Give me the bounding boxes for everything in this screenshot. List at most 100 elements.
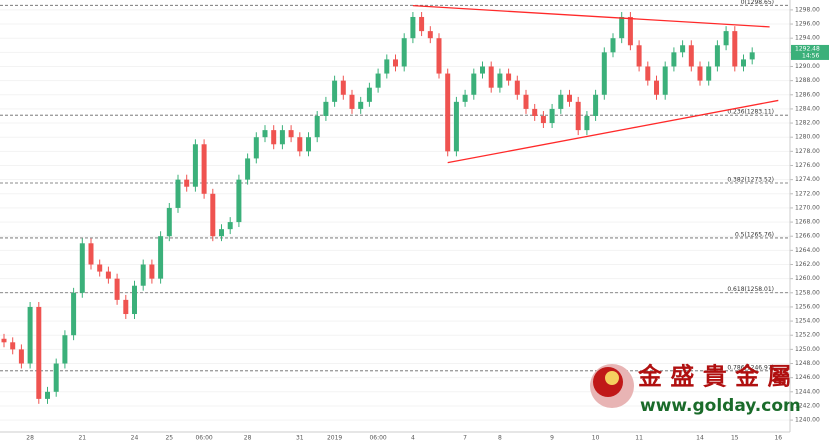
candle-body — [1, 338, 7, 343]
x-tick-label: 25 — [165, 435, 173, 442]
candle-body — [71, 292, 77, 336]
fib-label: 0.786(1246.97) — [727, 364, 774, 371]
candle-body — [393, 59, 398, 67]
candle-body — [636, 45, 642, 67]
y-tick-label: 1262.00 — [795, 261, 820, 268]
candle-body — [567, 94, 572, 102]
candle-body — [427, 31, 433, 39]
candle-body — [123, 299, 129, 315]
trendline — [447, 99, 779, 164]
candle-body — [645, 66, 651, 81]
candle-body — [532, 108, 538, 116]
candle-body — [201, 144, 207, 194]
candle-body — [140, 264, 146, 286]
candle-body — [192, 144, 198, 187]
last-price-time: 14:56 — [802, 52, 819, 59]
y-tick-label: 1250.00 — [795, 346, 820, 353]
candle-body — [271, 130, 277, 145]
y-tick-label: 1242.00 — [795, 402, 820, 409]
candle-body — [219, 229, 224, 237]
candle-body — [714, 45, 720, 67]
y-tick-label: 1288.00 — [795, 77, 820, 84]
candle-body — [680, 45, 686, 53]
watermark-url: www.golday.com — [640, 396, 801, 416]
candle-body — [227, 222, 233, 230]
x-tick-label: 24 — [131, 435, 139, 442]
candle-body — [593, 94, 599, 116]
candle-body — [453, 101, 459, 152]
fib-label: 0.236(1283.11) — [727, 109, 774, 116]
x-tick-label: 06:00 — [195, 435, 212, 442]
y-tick-label: 1282.00 — [795, 120, 820, 127]
candle-body — [88, 243, 94, 265]
candle-body — [706, 66, 712, 81]
fib-label: 0.5(1265.76) — [735, 231, 774, 238]
candle-body — [349, 94, 355, 109]
last-price-label: 1292.48 — [795, 45, 820, 52]
candle-body — [488, 66, 494, 88]
candle-body — [601, 52, 607, 95]
watermark-name: 金 盛 貴 金 屬 — [637, 362, 791, 391]
candle-body — [523, 94, 529, 109]
candle-body — [166, 207, 172, 237]
candle-body — [279, 130, 285, 145]
candle-body — [445, 73, 451, 152]
y-tick-label: 1272.00 — [795, 190, 820, 197]
candle-body — [419, 16, 425, 32]
x-tick-label: 4 — [411, 435, 415, 442]
trendline — [412, 5, 770, 28]
y-tick-label: 1298.00 — [795, 6, 820, 13]
candle-body — [27, 306, 33, 364]
y-tick-label: 1244.00 — [795, 388, 820, 395]
y-tick-label: 1270.00 — [795, 204, 820, 211]
y-tick-label: 1256.00 — [795, 303, 820, 310]
y-tick-label: 1290.00 — [795, 63, 820, 70]
x-tick-label: 06:00 — [369, 435, 386, 442]
candle-body — [253, 137, 259, 159]
candle-body — [697, 66, 703, 81]
candle-body — [297, 137, 303, 152]
y-tick-label: 1252.00 — [795, 332, 820, 339]
candle-body — [366, 87, 372, 102]
fib-label: 0.382(1273.52) — [727, 177, 774, 184]
y-tick-label: 1258.00 — [795, 289, 820, 296]
x-tick-label: 31 — [296, 435, 304, 442]
candle-body — [627, 16, 633, 46]
candle-body — [132, 285, 137, 315]
candle-body — [514, 80, 520, 95]
candle-body — [288, 130, 294, 138]
x-tick-label: 21 — [78, 435, 86, 442]
candle-body — [497, 73, 503, 88]
candle-body — [306, 137, 311, 152]
candle-body — [723, 31, 729, 46]
y-tick-label: 1268.00 — [795, 219, 820, 226]
candle-body — [10, 342, 16, 350]
candle-body — [436, 38, 442, 74]
x-tick-label: 10 — [592, 435, 600, 442]
x-tick-label: 7 — [463, 435, 467, 442]
y-tick-label: 1240.00 — [795, 417, 820, 424]
y-tick-label: 1260.00 — [795, 275, 820, 282]
x-tick-label: 28 — [26, 435, 34, 442]
candle-body — [79, 243, 85, 293]
candle-body — [410, 16, 416, 39]
candle-body — [45, 391, 50, 399]
candle-body — [340, 80, 346, 95]
candle-body — [358, 101, 364, 109]
candle-body — [749, 52, 755, 60]
y-tick-label: 1246.00 — [795, 374, 820, 381]
y-tick-label: 1296.00 — [795, 21, 820, 28]
candle-body — [662, 66, 668, 95]
candle-body — [471, 73, 477, 95]
candle-body — [210, 193, 216, 237]
y-tick-label: 1266.00 — [795, 233, 820, 240]
logo-core — [605, 371, 619, 385]
watermark: 金 盛 貴 金 屬 www.golday.com — [590, 362, 801, 416]
candle-body — [671, 52, 677, 67]
candle-body — [741, 59, 746, 67]
candle-body — [375, 73, 381, 88]
fib-label: 0(1298.65) — [741, 0, 774, 6]
candle-body — [149, 264, 155, 279]
x-tick-label: 8 — [498, 435, 502, 442]
